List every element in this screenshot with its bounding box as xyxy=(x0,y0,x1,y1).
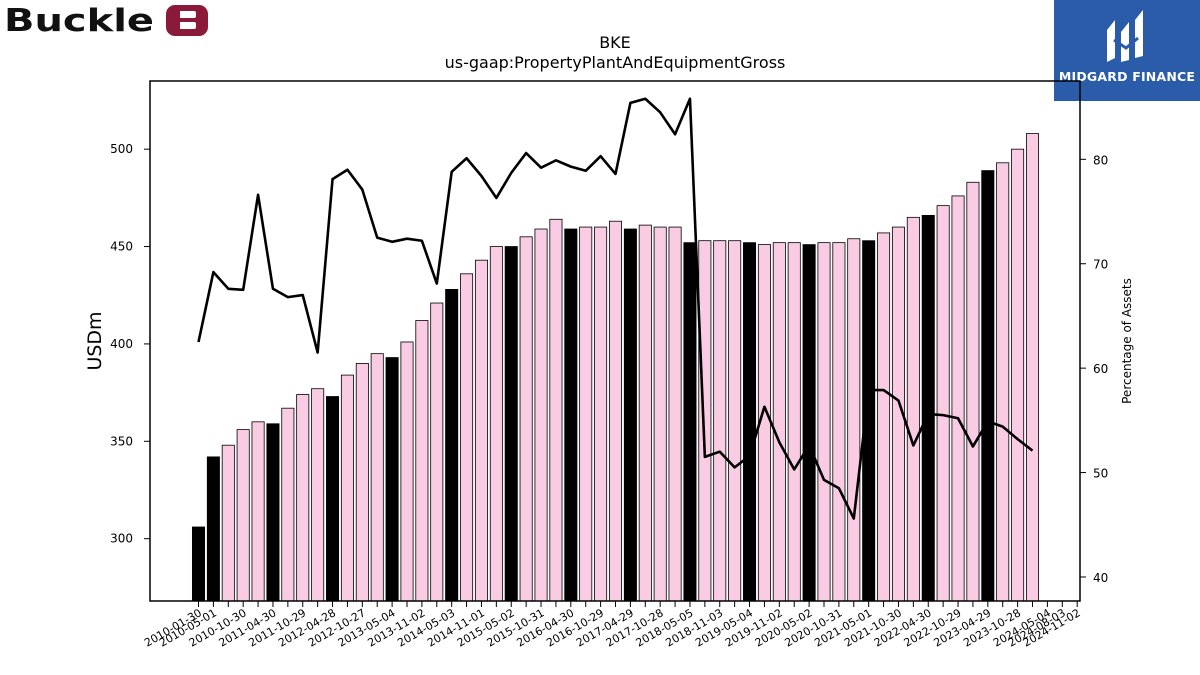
bar xyxy=(326,396,340,602)
bar xyxy=(504,246,518,602)
bar xyxy=(206,456,220,602)
bar xyxy=(683,242,697,602)
bar xyxy=(966,181,980,602)
buckle-logo: Buckle xyxy=(4,3,210,39)
bar xyxy=(370,353,384,602)
bar xyxy=(489,246,503,602)
percentage-line xyxy=(197,97,1034,520)
y2-tick-label: 70 xyxy=(1093,258,1108,272)
bar xyxy=(921,214,935,602)
bar xyxy=(698,240,712,602)
y2-axis-label: Percentage of Assets xyxy=(1120,278,1134,404)
bar xyxy=(847,238,861,602)
bar xyxy=(474,259,488,602)
svg-text:Buckle: Buckle xyxy=(4,4,154,38)
bar xyxy=(743,242,757,602)
y-tick-label: 300 xyxy=(110,532,133,546)
bar xyxy=(221,444,235,602)
bar xyxy=(1011,148,1025,602)
bar xyxy=(191,526,205,602)
bar xyxy=(877,232,891,602)
bar xyxy=(519,236,533,602)
bar xyxy=(728,240,742,602)
bar xyxy=(534,228,548,602)
y-tick-label: 400 xyxy=(110,337,133,351)
y2-tick-label: 50 xyxy=(1093,467,1108,481)
bar xyxy=(355,362,369,602)
bar xyxy=(608,220,623,602)
bar xyxy=(281,407,295,602)
midgard-logo-mark xyxy=(1107,10,1143,62)
bar xyxy=(579,226,593,602)
bar xyxy=(623,228,637,602)
bar xyxy=(340,374,354,602)
bar xyxy=(653,226,667,602)
x-axis: 2010-01-302010-05-012010-10-302011-04-30… xyxy=(142,601,1083,650)
bar xyxy=(802,244,816,602)
bar xyxy=(1025,133,1040,602)
bar xyxy=(594,226,608,602)
midgard-finance-logo: MIDGARD FINANCE xyxy=(1054,0,1200,101)
bar xyxy=(832,242,846,602)
y-axis-left: 300 350 400 450 500 xyxy=(110,142,150,546)
chart-subtitle: us-gaap:PropertyPlantAndEquipmentGross xyxy=(445,53,786,72)
bar xyxy=(400,341,414,602)
y2-tick-label: 60 xyxy=(1093,362,1108,376)
bar xyxy=(668,226,682,602)
y-tick-label: 350 xyxy=(110,434,133,448)
bar xyxy=(787,242,801,602)
bar xyxy=(638,224,652,602)
bar xyxy=(817,242,831,602)
bar xyxy=(266,423,280,602)
bar xyxy=(296,394,310,602)
midgard-logo-text: MIDGARD FINANCE xyxy=(1058,69,1196,84)
bar xyxy=(311,388,325,602)
bar xyxy=(996,162,1010,602)
y-axis-label: USDm xyxy=(84,311,106,370)
line-series xyxy=(197,97,1034,520)
y-tick-label: 500 xyxy=(110,142,133,156)
y-axis-right: 40 50 60 70 80 xyxy=(1080,153,1108,585)
bar xyxy=(951,195,965,602)
buckle-logo-mark: Buckle xyxy=(4,3,208,39)
bar xyxy=(906,216,920,602)
bar xyxy=(445,288,459,602)
bar xyxy=(430,302,444,602)
bar xyxy=(385,357,399,602)
chart-title: BKE xyxy=(599,33,631,52)
y2-tick-label: 40 xyxy=(1093,571,1108,585)
bar xyxy=(564,228,578,602)
bar-series xyxy=(191,133,1040,602)
bar xyxy=(772,242,786,602)
bar xyxy=(936,205,950,602)
bar xyxy=(549,218,563,602)
bar xyxy=(236,429,250,602)
bar xyxy=(415,320,429,602)
y-tick-label: 450 xyxy=(110,240,133,254)
y2-tick-label: 80 xyxy=(1093,153,1108,167)
bar xyxy=(460,273,474,602)
bar xyxy=(251,421,265,602)
bar xyxy=(713,240,727,602)
bar xyxy=(981,170,995,602)
